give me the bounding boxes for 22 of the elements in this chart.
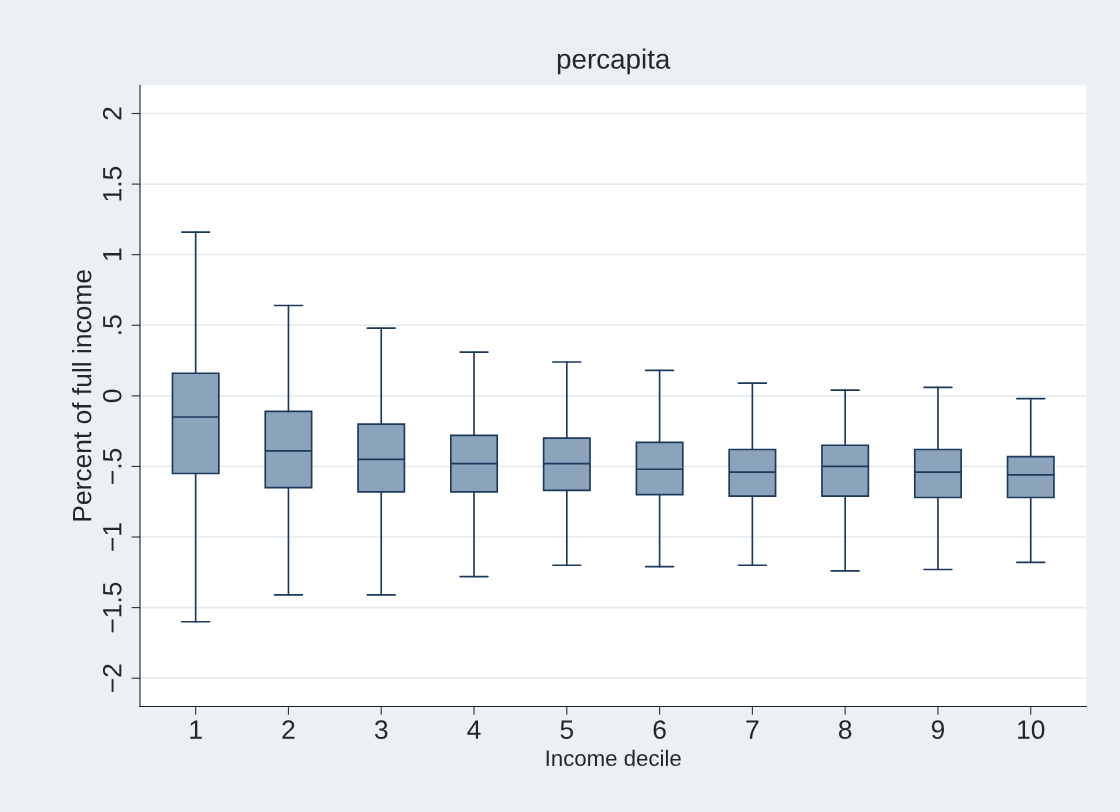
y-tick-label: −1 (103, 523, 122, 551)
x-tick-label: 7 (746, 720, 759, 739)
y-tick-label: −1.5 (103, 582, 122, 633)
chart-title: percapita (557, 48, 671, 75)
x-tick-label: 10 (1018, 720, 1045, 740)
y-tick-label: 2 (102, 107, 122, 120)
y-tick-label: −2 (102, 664, 122, 692)
x-tick-label: 5 (560, 720, 574, 740)
y-tick-label: 1.5 (103, 166, 122, 201)
x-tick-label: 8 (838, 720, 852, 740)
x-tick-label: 6 (653, 720, 666, 740)
y-tick-label: 1 (103, 248, 122, 260)
x-tick-label: 4 (467, 720, 481, 739)
x-tick-label: 9 (931, 720, 945, 740)
y-tick-label: .5 (103, 315, 122, 334)
y-axis-title: Percent of full income (72, 270, 92, 521)
x-axis-title: Income decile (546, 749, 681, 767)
y-tick-label: 0 (102, 389, 122, 403)
x-tick-label: 3 (374, 720, 388, 740)
x-tick-label: 1 (190, 720, 202, 739)
y-tick-label: −.5 (103, 448, 122, 484)
x-tick-label: 2 (282, 720, 295, 739)
